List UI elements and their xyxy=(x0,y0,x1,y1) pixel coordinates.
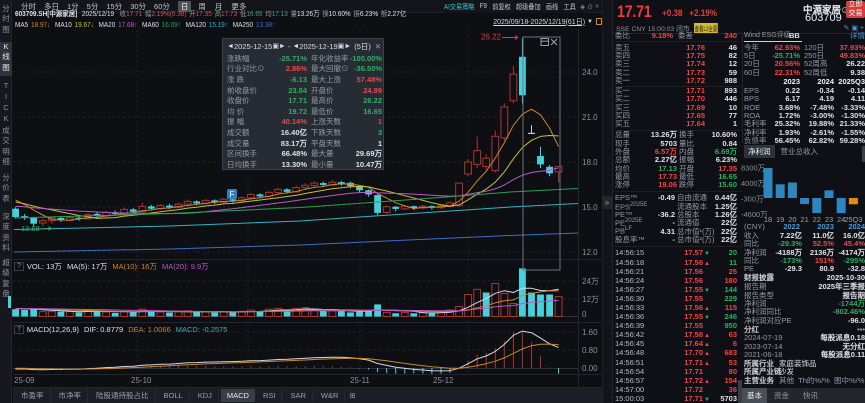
svg-text:24万: 24万 xyxy=(582,277,599,286)
svg-text:-300万: -300万 xyxy=(741,195,764,204)
svg-text:24.0: 24.0 xyxy=(582,68,598,77)
svg-text:25Q3: 25Q3 xyxy=(844,215,862,224)
svg-text:25-09: 25-09 xyxy=(14,376,35,385)
svg-text:26.22: 26.22 xyxy=(481,33,502,42)
svg-text:24: 24 xyxy=(837,215,845,224)
svg-text:13.68: 13.68 xyxy=(21,224,40,233)
svg-text:12万: 12万 xyxy=(582,295,599,304)
svg-text:15.0: 15.0 xyxy=(582,203,598,212)
svg-text:0.80: 0.80 xyxy=(582,346,598,355)
svg-text:25-11: 25-11 xyxy=(350,376,370,385)
svg-text:22: 22 xyxy=(813,215,821,224)
svg-text:8300万: 8300万 xyxy=(741,164,766,173)
svg-text:20: 20 xyxy=(788,215,796,224)
svg-text:0: 0 xyxy=(582,310,587,319)
svg-text:-4600万: -4600万 xyxy=(741,210,768,219)
svg-text:1.60: 1.60 xyxy=(582,328,598,337)
svg-text:25-10: 25-10 xyxy=(131,376,152,385)
svg-text:F: F xyxy=(230,190,235,199)
svg-text:19: 19 xyxy=(776,215,784,224)
svg-text:21: 21 xyxy=(800,215,808,224)
svg-text:21.0: 21.0 xyxy=(582,113,598,122)
svg-text:25-12: 25-12 xyxy=(433,376,454,385)
svg-text:18.0: 18.0 xyxy=(582,158,598,167)
svg-text:12.0: 12.0 xyxy=(582,248,598,257)
svg-text:0.00: 0.00 xyxy=(582,364,598,373)
svg-text:23: 23 xyxy=(825,215,833,224)
svg-text:4000万: 4000万 xyxy=(741,179,766,188)
svg-text:18: 18 xyxy=(764,215,772,224)
